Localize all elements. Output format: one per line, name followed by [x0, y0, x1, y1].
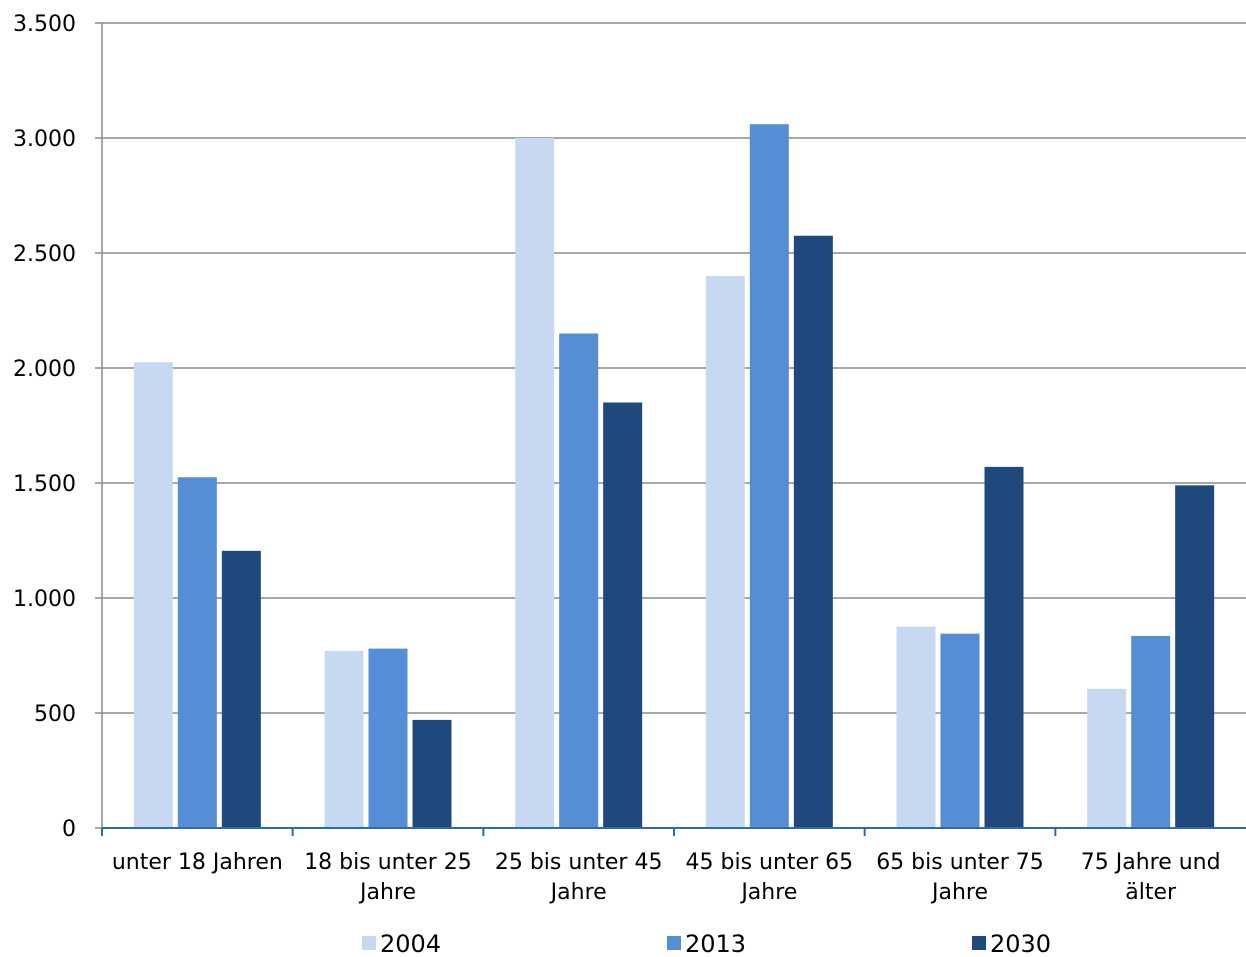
bar-2030-4 — [984, 466, 1024, 828]
bar-2004-0 — [133, 362, 173, 828]
legend-label-2004: 2004 — [380, 930, 441, 957]
bar-2004-2 — [515, 138, 555, 828]
bar-2013-5 — [1131, 635, 1171, 828]
bar-2013-1 — [368, 648, 408, 828]
x-category-label: 25 bis unter 45 Jahre — [495, 850, 663, 905]
legend-swatch-2030 — [972, 936, 986, 950]
bar-2004-4 — [896, 626, 936, 828]
bar-2030-2 — [603, 402, 643, 828]
bar-2013-3 — [749, 124, 789, 828]
bar-2004-3 — [705, 276, 745, 828]
bar-2030-3 — [793, 235, 833, 828]
legend-label-2030: 2030 — [990, 930, 1051, 957]
y-axis-tick-labels: 0 500 1.000 1.500 2.000 2.500 3.000 3.500 — [13, 12, 76, 842]
bars — [133, 124, 1215, 828]
x-category-label: 45 bis unter 65 Jahre — [686, 850, 854, 905]
y-tick-label: 3.000 — [13, 127, 76, 152]
bar-2004-1 — [324, 650, 364, 828]
axes — [95, 22, 1246, 836]
y-tick-label: 2.500 — [13, 242, 76, 267]
y-tick-label: 2.000 — [13, 357, 76, 382]
bar-2013-4 — [940, 633, 980, 828]
legend: 2004 2013 2030 — [362, 930, 1051, 957]
gridlines — [102, 22, 1246, 714]
bar-2013-2 — [559, 333, 599, 828]
y-tick-label: 500 — [34, 702, 76, 727]
y-tick-label: 1.500 — [13, 472, 76, 497]
x-category-label: unter 18 Jahren — [112, 850, 283, 875]
y-tick-label: 0 — [62, 817, 76, 842]
bar-2030-1 — [412, 719, 452, 828]
bar-2013-0 — [177, 477, 217, 828]
x-category-label: 18 bis unter 25 Jahre — [304, 850, 472, 905]
bar-2030-0 — [221, 550, 261, 828]
y-tick-label: 1.000 — [13, 587, 76, 612]
bar-2030-5 — [1175, 485, 1215, 828]
x-category-label: 65 bis unter 75 Jahre — [876, 850, 1044, 905]
x-axis-category-labels: unter 18 Jahren 18 bis unter 25 Jahre 25 bi… — [112, 850, 1221, 905]
legend-swatch-2013 — [667, 936, 681, 950]
legend-label-2013: 2013 — [685, 930, 746, 957]
bar-2004-5 — [1087, 688, 1127, 828]
legend-swatch-2004 — [362, 936, 376, 950]
y-tick-label: 3.500 — [13, 12, 76, 37]
x-category-label: 75 Jahre und älter — [1081, 850, 1221, 905]
